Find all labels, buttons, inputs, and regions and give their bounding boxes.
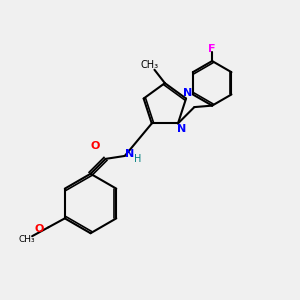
Text: H: H	[134, 154, 142, 164]
Text: O: O	[90, 140, 100, 151]
Text: CH₃: CH₃	[140, 60, 158, 70]
Text: O: O	[34, 224, 44, 234]
Text: N: N	[177, 124, 186, 134]
Text: N: N	[183, 88, 192, 98]
Text: F: F	[208, 44, 216, 54]
Text: CH₃: CH₃	[19, 235, 35, 244]
Text: N: N	[125, 149, 135, 160]
